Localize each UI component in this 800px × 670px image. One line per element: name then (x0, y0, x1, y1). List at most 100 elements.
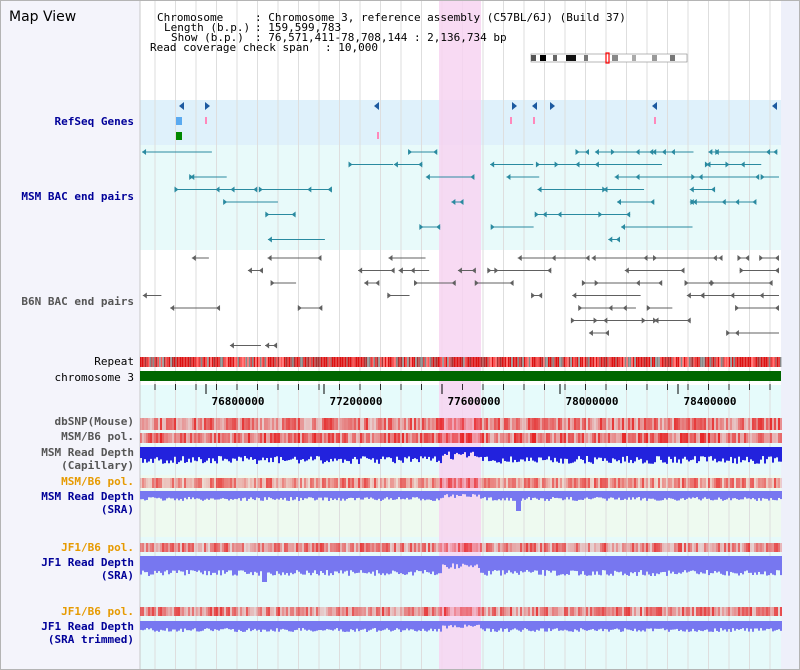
msm-b6-pol-cell (188, 433, 190, 443)
repeat-segment (764, 357, 766, 367)
jf1-sra-depth-bar (432, 556, 434, 572)
track-label-msm-b6-pol-sra[interactable]: MSM/B6 pol. (61, 475, 134, 488)
jf1-sra-depth-bar (710, 556, 712, 574)
track-arrow (291, 211, 296, 218)
msm-b6-pol-sra-cell (546, 478, 548, 488)
track-arrow (755, 174, 760, 180)
jf1-b6-pol-2-cell (148, 607, 150, 616)
msm-sra-depth-bar (328, 491, 330, 501)
track-label-jf1-depth-sra[interactable]: JF1 Read Depth (41, 556, 134, 569)
dbsnp-cell (316, 418, 318, 430)
jf1-b6-pol-2-cell (226, 607, 228, 616)
jf1-b6-pol-2-cell (250, 607, 252, 616)
jf1-sra-depth-bar (254, 556, 256, 572)
jf1-b6-pol-cell (772, 543, 774, 552)
msm-b6-pol-cell (318, 433, 320, 443)
dbsnp-cell (450, 418, 452, 430)
dbsnp-cell (156, 418, 158, 430)
repeat-segment (384, 357, 387, 367)
track-label-jf1-b6-pol[interactable]: JF1/B6 pol. (61, 541, 134, 554)
jf1-b6-pol-cell (748, 543, 750, 552)
msm-sra-depth-bar (482, 491, 484, 499)
msm-b6-pol-cell (250, 433, 252, 443)
dbsnp-cell (724, 418, 726, 430)
track-label-b6n-bac[interactable]: B6N BAC end pairs (21, 295, 134, 308)
jf1-trimmed-depth-bar (174, 621, 176, 630)
msm-b6-pol-cell (246, 433, 248, 443)
jf1-sra-depth-bar (656, 556, 658, 574)
msm-sra-depth-bar (196, 491, 198, 499)
msm-b6-pol-cell (174, 433, 176, 443)
jf1-sra-depth-bar (334, 556, 336, 572)
msm-capillary-depth-bar (574, 447, 576, 462)
repeat-segment (676, 357, 678, 367)
repeat-segment (165, 357, 167, 367)
jf1-sra-depth-bar (228, 556, 230, 571)
dbsnp-cell (524, 418, 526, 430)
track-label-msm-depth-capillary[interactable]: MSM Read Depth (41, 446, 134, 459)
msm-b6-pol-cell (216, 433, 218, 443)
msm-capillary-depth-bar (598, 447, 600, 458)
dbsnp-cell (280, 418, 282, 430)
jf1-b6-pol-cell (634, 543, 636, 552)
track-arrow (230, 186, 235, 193)
jf1-b6-pol-2-cell (298, 607, 300, 616)
dbsnp-cell (614, 418, 616, 430)
dbsnp-cell (716, 418, 718, 430)
jf1-b6-pol-cell (162, 543, 164, 552)
repeat-segment (184, 357, 187, 367)
track-label-msm-depth-sra[interactable]: MSM Read Depth (41, 490, 134, 503)
msm-sra-depth-bar (746, 491, 748, 499)
jf1-sra-depth-bar (164, 556, 166, 572)
msm-capillary-depth-bar (222, 447, 224, 461)
msm-capillary-depth-bar (482, 447, 484, 461)
jf1-b6-pol-cell (594, 543, 596, 552)
track-label-msm-bac[interactable]: MSM BAC end pairs (21, 190, 134, 203)
repeat-segment (631, 357, 633, 367)
jf1-trimmed-depth-bar (530, 621, 532, 632)
jf1-sra-depth-bar (312, 556, 314, 573)
msm-b6-pol-sra-cell (376, 478, 378, 488)
repeat-segment (224, 357, 227, 367)
track-label-msm-b6-pol[interactable]: MSM/B6 pol. (61, 430, 134, 443)
msm-capillary-depth-bar (198, 447, 200, 458)
track-arrow (649, 149, 654, 155)
jf1-b6-pol-cell (414, 543, 416, 552)
jf1-b6-pol-2-cell (672, 607, 674, 616)
msm-sra-depth-bar (598, 491, 600, 498)
track-label-refseq[interactable]: RefSeq Genes (54, 115, 134, 128)
jf1-trimmed-depth-bar (358, 621, 360, 632)
jf1-b6-pol-cell (408, 543, 410, 552)
msm-capillary-depth-bar (566, 447, 568, 459)
dbsnp-cell (480, 418, 482, 430)
msm-capillary-depth-bar (596, 447, 598, 460)
dbsnp-cell (714, 418, 716, 430)
dbsnp-cell (484, 418, 486, 430)
repeat-segment (520, 357, 523, 367)
jf1-sra-depth-bar (674, 556, 676, 574)
msm-b6-pol-sra-cell (696, 478, 698, 488)
dbsnp-cell (178, 418, 180, 430)
msm-capillary-depth-bar (446, 447, 448, 455)
repeat-segment (434, 357, 436, 367)
jf1-b6-pol-2-cell (550, 607, 552, 616)
jf1-b6-pol-2-cell (554, 607, 556, 616)
repeat-segment (567, 357, 569, 367)
msm-capillary-depth-bar (162, 447, 164, 464)
msm-b6-pol-cell (572, 433, 574, 443)
msm-b6-pol-sra-cell (328, 478, 330, 488)
msm-capillary-depth-bar (580, 447, 582, 460)
track-label-jf1-depth-trimmed[interactable]: JF1 Read Depth (41, 620, 134, 633)
repeat-segment (759, 357, 761, 367)
track-label-jf1-b6-pol-2[interactable]: JF1/B6 pol. (61, 605, 134, 618)
jf1-b6-pol-cell (250, 543, 252, 552)
track-label-dbsnp[interactable]: dbSNP(Mouse) (54, 415, 134, 428)
repeat-segment (421, 357, 423, 367)
msm-b6-pol-sra-cell (254, 478, 256, 488)
jf1-b6-pol-cell (604, 543, 606, 552)
dbsnp-cell (374, 418, 376, 430)
dbsnp-cell (738, 418, 740, 430)
jf1-b6-pol-cell (206, 543, 208, 552)
msm-b6-pol-cell (364, 433, 366, 443)
